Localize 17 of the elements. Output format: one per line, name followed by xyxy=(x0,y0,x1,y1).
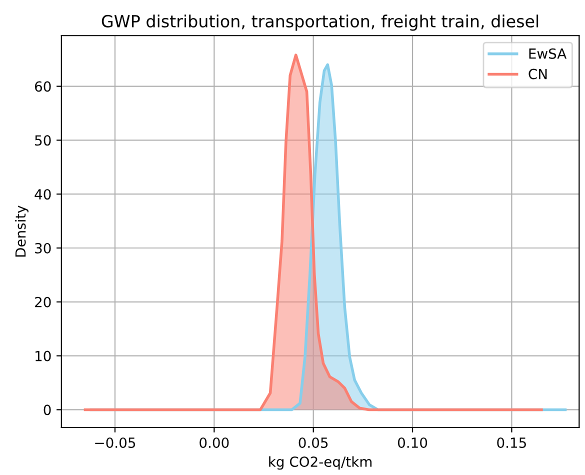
x-tick-label: 0.05 xyxy=(298,437,328,448)
y-tick-label: 0 xyxy=(44,404,51,416)
chart-title: GWP distribution, transportation, freight train, diesel xyxy=(102,14,538,31)
x-tick-label: 0.10 xyxy=(398,437,428,448)
x-tick-label: 0.15 xyxy=(497,437,526,448)
x-tick-label: −0.05 xyxy=(95,437,136,448)
y-tick-label: 60 xyxy=(35,81,51,92)
y-tick-label: 30 xyxy=(35,242,51,254)
y-tick-label: 50 xyxy=(35,135,51,146)
y-tick-label: 10 xyxy=(36,350,51,362)
y-axis-title: Density xyxy=(15,206,28,257)
y-tick-label: 40 xyxy=(34,189,51,200)
y-tick-label: 20 xyxy=(35,296,51,308)
legend-label: EwSA xyxy=(529,48,567,59)
x-axis-title: kg CO2-eq/tkm xyxy=(269,456,372,470)
x-tick-label: 0.00 xyxy=(200,437,229,448)
legend-label: CN xyxy=(528,68,547,80)
